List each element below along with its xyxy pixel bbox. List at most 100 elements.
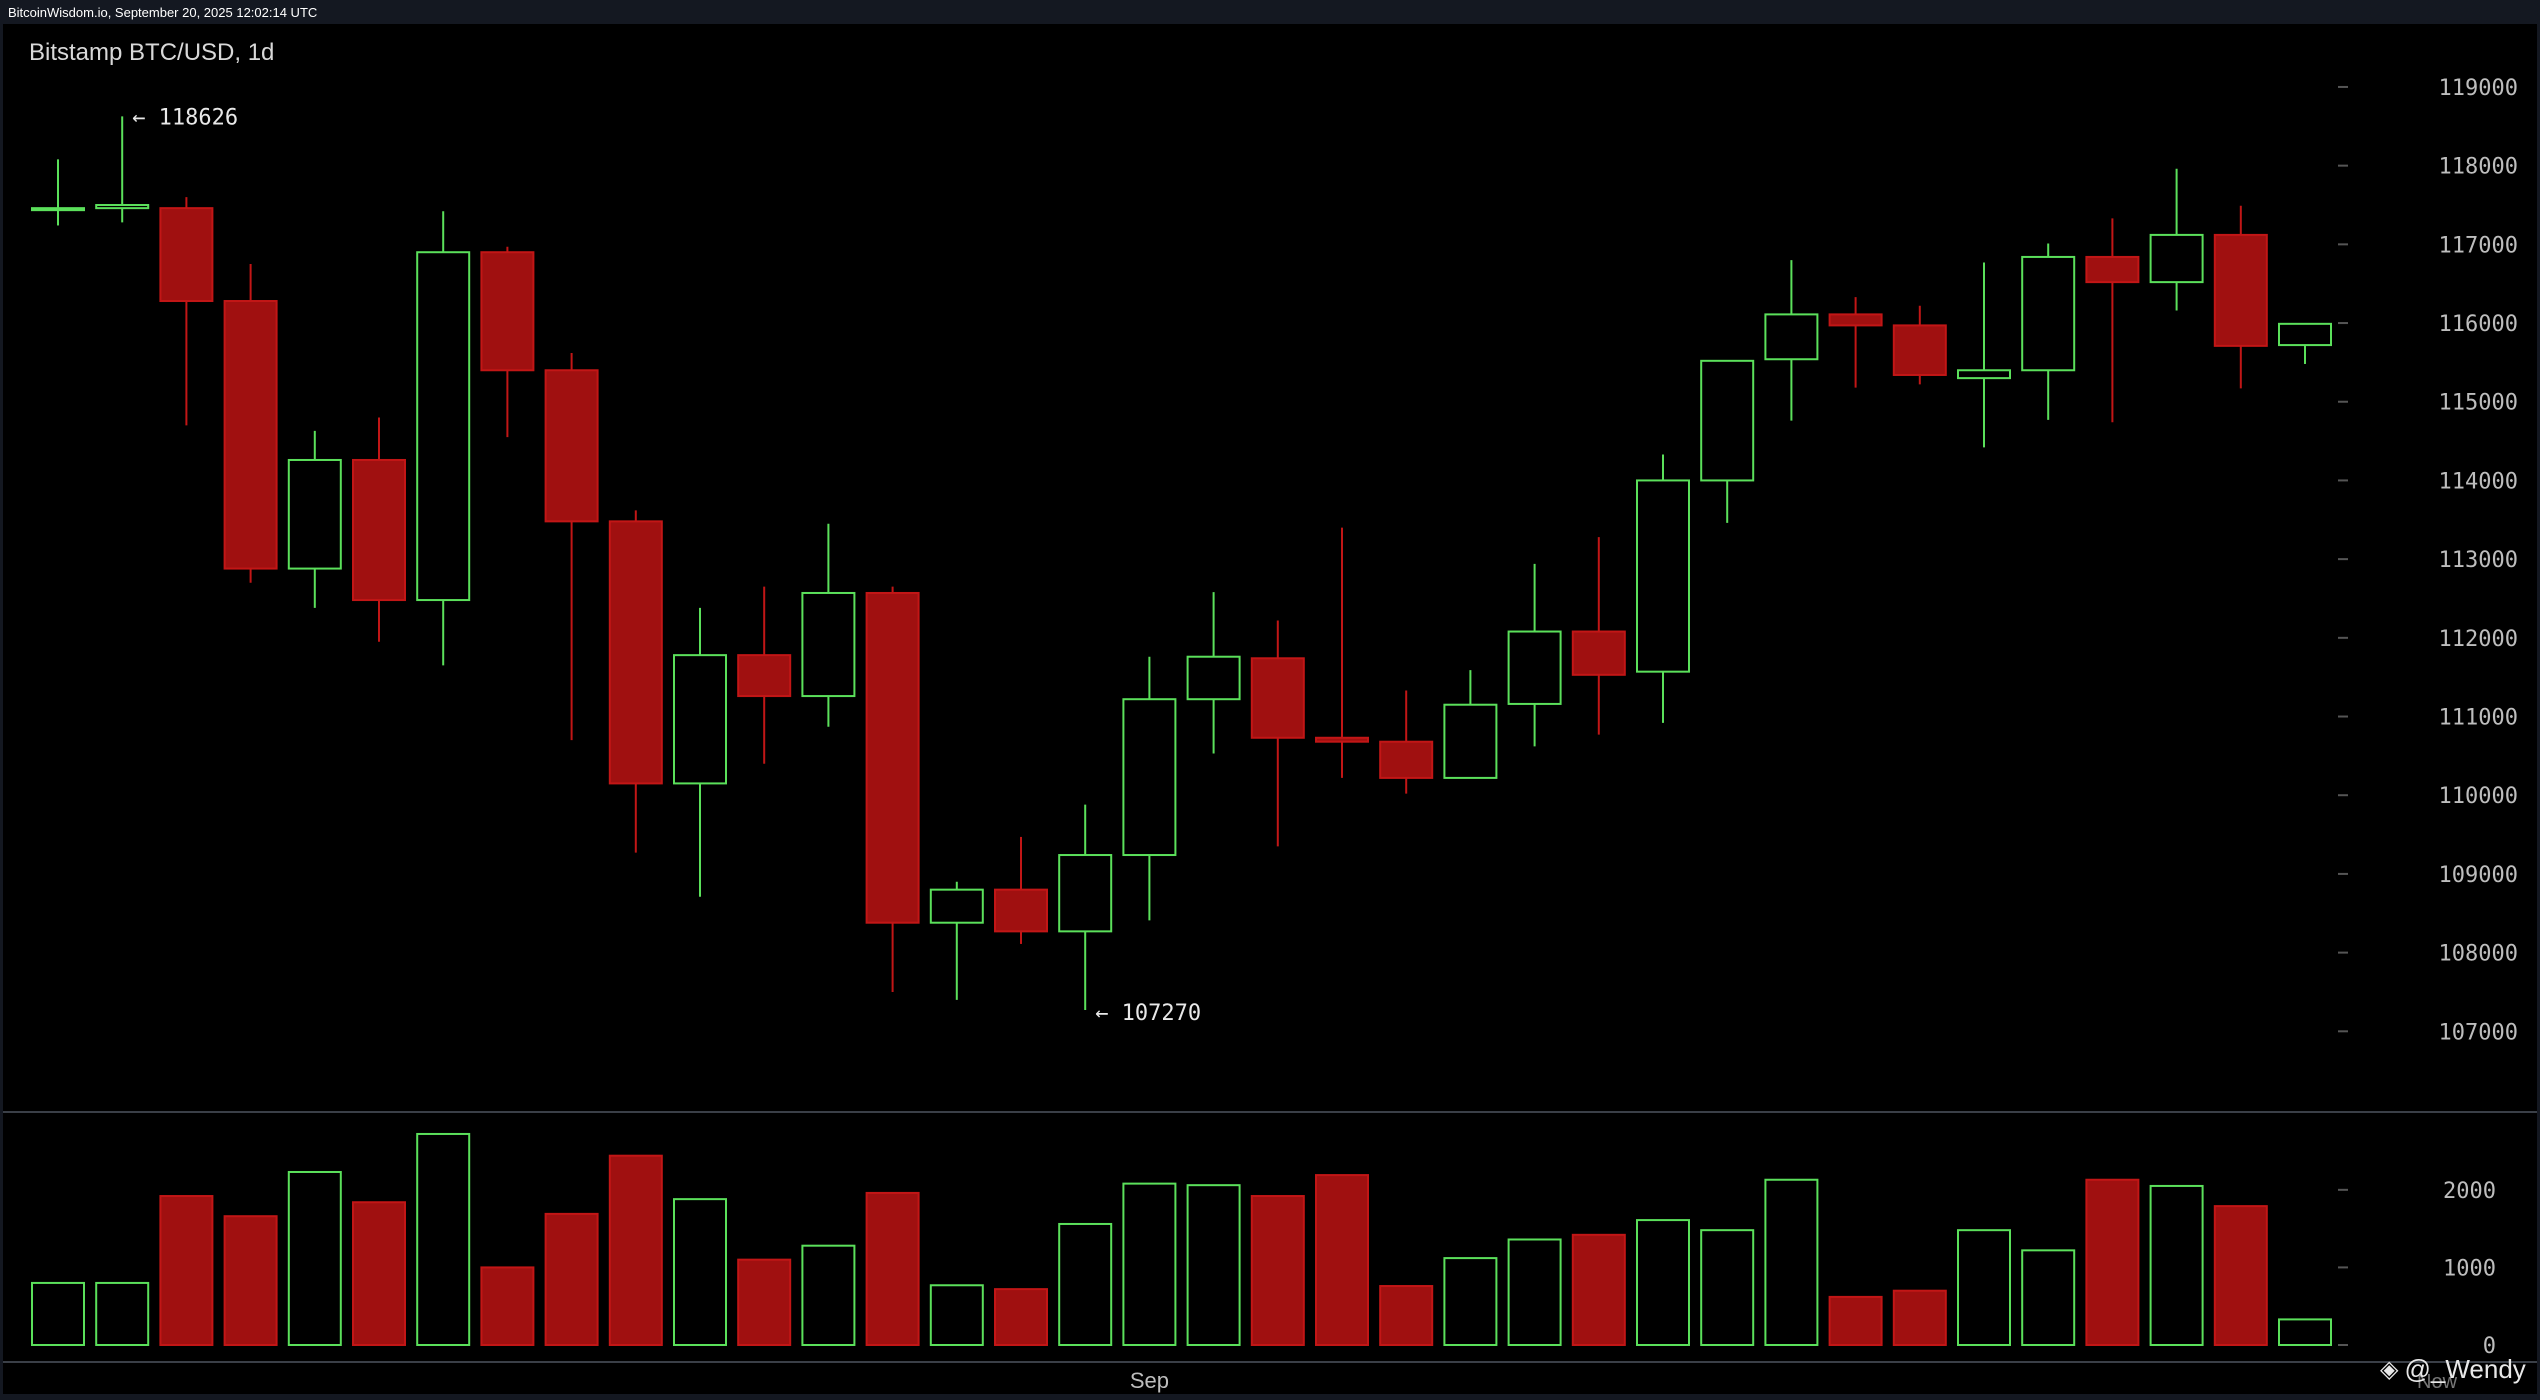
candle xyxy=(1571,537,1626,735)
candle-body-up xyxy=(2021,255,2076,372)
annotation-high: ← 118626 xyxy=(132,105,238,130)
volume-bar-down xyxy=(223,1215,278,1347)
price-tick-label: 111000 xyxy=(2439,706,2518,731)
volume-bar-down xyxy=(1892,1289,1947,1347)
volume-bar-down xyxy=(1315,1174,1369,1346)
candle xyxy=(1764,260,1819,421)
volume-bar-up xyxy=(1636,1219,1690,1346)
candle-body-down xyxy=(2213,233,2268,347)
candle-body-up xyxy=(1122,698,1177,857)
candle-body-down xyxy=(994,888,1048,933)
candle xyxy=(95,116,150,223)
volume-bar-up xyxy=(673,1198,727,1347)
candle-body-up xyxy=(416,251,471,602)
candle xyxy=(1957,262,2011,448)
price-tick-label: 109000 xyxy=(2439,863,2518,888)
volume-bar-up xyxy=(416,1132,471,1347)
annotation-low: ← 107270 xyxy=(1095,1001,1201,1026)
volume-bar-up xyxy=(2278,1318,2332,1347)
candle xyxy=(287,430,342,608)
price-tick-label: 113000 xyxy=(2439,548,2518,573)
price-tick-label: 115000 xyxy=(2439,391,2518,416)
candle xyxy=(865,586,920,992)
volume-bar-up xyxy=(1957,1229,2011,1346)
candle-body-down xyxy=(352,458,406,602)
candle xyxy=(1186,592,1241,754)
volume-bar-up xyxy=(287,1170,342,1347)
candle-body-down xyxy=(2085,255,2140,284)
candle xyxy=(2213,205,2268,389)
now-partial-label: Now xyxy=(2417,1371,2458,1393)
candle xyxy=(737,586,792,764)
candle-body-up xyxy=(287,458,342,570)
source-timestamp-line: BitcoinWisdom.io, September 20, 2025 12:… xyxy=(8,5,318,20)
volume-bar-up xyxy=(2021,1249,2076,1347)
candle xyxy=(608,510,663,853)
candle xyxy=(1828,297,1883,388)
candle xyxy=(1700,359,1755,523)
candle-body-up xyxy=(1443,703,1498,779)
candle xyxy=(416,211,471,666)
chart-title: Bitstamp BTC/USD, 1d xyxy=(29,39,274,66)
volume-bar-up xyxy=(929,1284,984,1347)
volume-bar-down xyxy=(2085,1178,2140,1346)
volume-tick-label: 1000 xyxy=(2443,1256,2496,1281)
candle xyxy=(801,523,856,727)
volume-bar-up xyxy=(1443,1257,1498,1346)
price-tick-label: 116000 xyxy=(2439,312,2518,337)
candle-body-up xyxy=(801,591,856,698)
candle-body-down xyxy=(223,300,278,570)
candle-body-down xyxy=(1250,657,1305,739)
volume-axis: 0 1000 2000 xyxy=(2338,1179,2496,1359)
candle-body-up xyxy=(1058,854,1113,933)
candle-body-up xyxy=(1957,369,2011,380)
binance-diamond-icon: ◈ xyxy=(2380,1356,2399,1383)
candle-body-down xyxy=(1571,630,1626,676)
candle-body-up xyxy=(1507,630,1562,705)
volume-tick-label: 2000 xyxy=(2443,1179,2496,1204)
volume-bar-down xyxy=(1828,1295,1883,1347)
candle xyxy=(1443,670,1498,779)
price-tick-label: 108000 xyxy=(2439,942,2518,967)
volume-bar-down xyxy=(352,1201,406,1346)
volume-bar-up xyxy=(2149,1184,2204,1346)
candle xyxy=(2149,168,2204,311)
volume-bar-down xyxy=(608,1154,663,1347)
candle-body-up xyxy=(1186,655,1241,701)
volume-bar-down xyxy=(1379,1285,1434,1346)
volume-bar-up xyxy=(1764,1178,1819,1346)
volume-bar-up xyxy=(1507,1238,1562,1347)
price-tick-label: 114000 xyxy=(2439,469,2518,494)
candle xyxy=(1250,620,1305,847)
candle-body-down xyxy=(737,654,792,698)
candle-body-down xyxy=(544,369,599,523)
candle-body-up xyxy=(95,204,150,210)
candle xyxy=(1379,690,1434,794)
candle-body-up xyxy=(31,207,85,212)
candle-body-down xyxy=(608,520,663,785)
candle-body-up xyxy=(929,888,984,924)
price-tick-label: 110000 xyxy=(2439,784,2518,809)
volume-bar-up xyxy=(1186,1184,1241,1346)
volume-bar-up xyxy=(1122,1182,1177,1347)
candle-body-up xyxy=(2278,322,2332,347)
price-tick-label: 107000 xyxy=(2439,1020,2518,1045)
volume-bar-up xyxy=(95,1281,150,1346)
price-annotations: ← 118626 ← 107270 xyxy=(132,105,1201,1026)
candle-body-up xyxy=(1764,313,1819,361)
price-tick-label: 117000 xyxy=(2439,233,2518,258)
price-tick-label: 118000 xyxy=(2439,155,2518,180)
volume-bar-down xyxy=(544,1212,599,1346)
price-tick-label: 112000 xyxy=(2439,627,2518,652)
volume-bar-down xyxy=(1571,1233,1626,1347)
volume-bar-down xyxy=(1250,1195,1305,1346)
volume-bar-up xyxy=(801,1244,856,1347)
candle xyxy=(1892,305,1947,385)
candle xyxy=(544,352,599,741)
volume-bar-down xyxy=(159,1195,214,1346)
candle-body-up xyxy=(1636,479,1690,673)
candle xyxy=(159,197,214,426)
candles-group xyxy=(31,116,2332,1011)
candle xyxy=(480,246,535,438)
